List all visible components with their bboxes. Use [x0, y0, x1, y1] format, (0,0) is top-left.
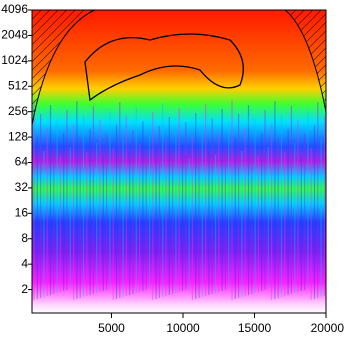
x-tick-label: 15000: [238, 321, 272, 335]
y-tick-label: 256: [8, 104, 28, 118]
y-tick-label: 1024: [1, 53, 28, 67]
plot-frame: [31, 9, 327, 314]
y-tick-label: 2048: [1, 28, 28, 42]
coi-hatch-left: [32, 10, 95, 125]
power-field: [32, 10, 326, 313]
y-tick-label: 4096: [1, 2, 28, 16]
y-tick-label: 32: [15, 180, 29, 194]
cone-of-influence: [32, 10, 326, 126]
y-tick-label: 4: [21, 256, 28, 270]
y-tick-label: 16: [15, 206, 29, 220]
power-background: [32, 10, 326, 313]
x-tick-label: 10000: [166, 321, 200, 335]
y-tick-label: 2: [21, 282, 28, 296]
significance-contour: [84, 33, 244, 102]
x-tick-label: 5000: [98, 321, 125, 335]
y-tick-label: 128: [8, 129, 28, 143]
y-tick-label: 8: [21, 231, 28, 245]
y-tick-label: 512: [8, 78, 28, 92]
power-stripes: [33, 100, 325, 300]
x-tick-label: 20000: [311, 321, 345, 335]
coi-hatch-right: [285, 10, 326, 112]
y-tick-label: 64: [15, 155, 29, 169]
